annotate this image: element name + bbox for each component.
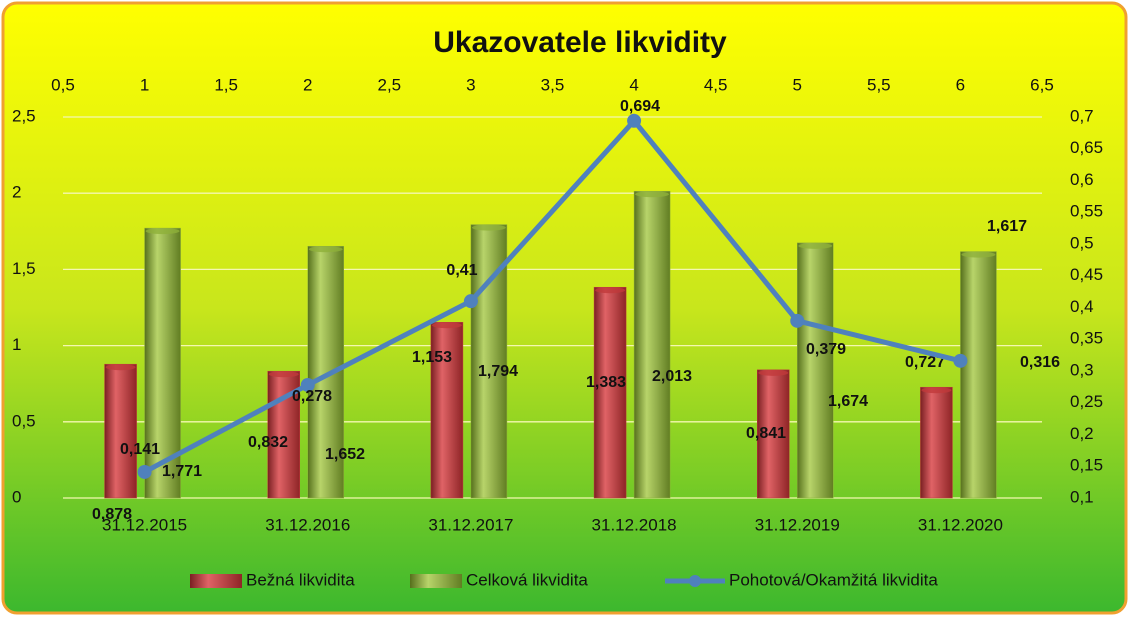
value-label: 0,278 xyxy=(292,388,332,405)
value-label: 0,878 xyxy=(92,506,132,523)
x2-tick-label: 4,5 xyxy=(704,75,728,94)
marker xyxy=(790,313,805,328)
x-tick-label: 31.12.2017 xyxy=(428,515,513,534)
x-tick-label: 31.12.2015 xyxy=(102,515,187,534)
bar xyxy=(960,251,997,499)
line xyxy=(143,116,962,475)
bar xyxy=(797,242,834,499)
y-tick-label: 2,5 xyxy=(12,106,36,125)
bar-cap xyxy=(635,191,670,198)
value-label: 1,383 xyxy=(586,374,626,391)
value-label: 0,379 xyxy=(806,341,846,358)
value-label: 0,832 xyxy=(248,434,288,451)
bar-cap xyxy=(308,246,343,253)
bar xyxy=(757,369,790,499)
y2-tick-label: 0,25 xyxy=(1070,392,1103,411)
x2-tick-label: 6,5 xyxy=(1030,75,1054,94)
bar-cap xyxy=(595,287,626,294)
y2-tick-label: 0,2 xyxy=(1070,424,1094,443)
y2-tick-label: 0,65 xyxy=(1070,138,1103,157)
bar xyxy=(633,190,671,499)
marker xyxy=(300,377,315,392)
x2-tick-label: 3 xyxy=(466,75,475,94)
x-tick-label: 31.12.2016 xyxy=(265,515,350,534)
value-label: 0,141 xyxy=(120,441,160,458)
y2-tick-label: 0,35 xyxy=(1070,329,1103,348)
legend-swatch xyxy=(410,574,462,588)
x2-tick-label: 1 xyxy=(140,75,149,94)
y-tick-label: 1,5 xyxy=(12,259,36,278)
bar-cap xyxy=(105,364,136,371)
value-label: 1,674 xyxy=(828,393,868,410)
value-label: 0,841 xyxy=(746,425,786,442)
y-tick-label: 0,5 xyxy=(12,411,36,430)
x-tick-label: 31.12.2020 xyxy=(918,515,1003,534)
value-label: 1,617 xyxy=(987,218,1027,235)
bar-cap xyxy=(921,387,952,394)
bar-cap xyxy=(471,224,506,231)
y2-tick-label: 0,3 xyxy=(1070,360,1094,379)
marker xyxy=(137,464,152,479)
bar-cap xyxy=(798,242,833,249)
x2-tick-label: 6 xyxy=(956,75,965,94)
y2-tick-label: 0,6 xyxy=(1070,170,1094,189)
y2-tick-label: 0,7 xyxy=(1070,106,1094,125)
y2-tick-label: 0,55 xyxy=(1070,202,1103,221)
legend-label: Celková likvidita xyxy=(466,570,588,589)
bar-cap xyxy=(268,371,299,378)
legend-label: Pohotová/Okamžitá likvidita xyxy=(729,570,938,589)
marker xyxy=(627,113,642,128)
x-tick-label: 31.12.2019 xyxy=(755,515,840,534)
x2-tick-label: 2,5 xyxy=(378,75,402,94)
y2-tick-label: 0,1 xyxy=(1070,487,1094,506)
y-tick-label: 1 xyxy=(12,335,21,354)
x2-tick-label: 5 xyxy=(793,75,802,94)
bar-cap xyxy=(431,322,462,329)
y2-tick-label: 0,5 xyxy=(1070,233,1094,252)
value-label: 1,771 xyxy=(162,463,202,480)
value-label: 1,153 xyxy=(412,349,452,366)
bar-cap xyxy=(961,251,996,258)
x2-tick-label: 4 xyxy=(629,75,638,94)
value-label: 0,316 xyxy=(1020,354,1060,371)
marker xyxy=(953,353,968,368)
bar xyxy=(593,286,627,499)
value-label: 1,652 xyxy=(325,446,365,463)
x2-tick-label: 0,5 xyxy=(51,75,75,94)
bar xyxy=(430,322,464,499)
y-tick-label: 0 xyxy=(12,487,21,506)
bar-cap xyxy=(145,228,180,235)
marker xyxy=(463,294,478,309)
value-label: 0,694 xyxy=(620,98,660,115)
legend-marker xyxy=(689,575,701,587)
x-tick-label: 31.12.2018 xyxy=(592,515,677,534)
y2-tick-label: 0,15 xyxy=(1070,456,1103,475)
value-label: 1,794 xyxy=(478,363,518,380)
bar-cap xyxy=(758,369,789,376)
y-tick-label: 2 xyxy=(12,183,21,202)
chart-title: Ukazovatele likvidity xyxy=(433,26,727,59)
value-label: 2,013 xyxy=(652,368,692,385)
x2-tick-label: 1,5 xyxy=(214,75,238,94)
legend-swatch xyxy=(190,574,242,588)
y2-tick-label: 0,4 xyxy=(1070,297,1094,316)
bar xyxy=(144,227,181,499)
x2-tick-label: 2 xyxy=(303,75,312,94)
y2-tick-label: 0,45 xyxy=(1070,265,1103,284)
bar xyxy=(104,363,137,499)
x2-tick-label: 3,5 xyxy=(541,75,565,94)
value-label: 0,727 xyxy=(905,354,945,371)
legend-label: Bežná likvidita xyxy=(246,570,355,589)
bar xyxy=(920,386,953,499)
x2-tick-label: 5,5 xyxy=(867,75,891,94)
value-label: 0,41 xyxy=(446,262,477,279)
